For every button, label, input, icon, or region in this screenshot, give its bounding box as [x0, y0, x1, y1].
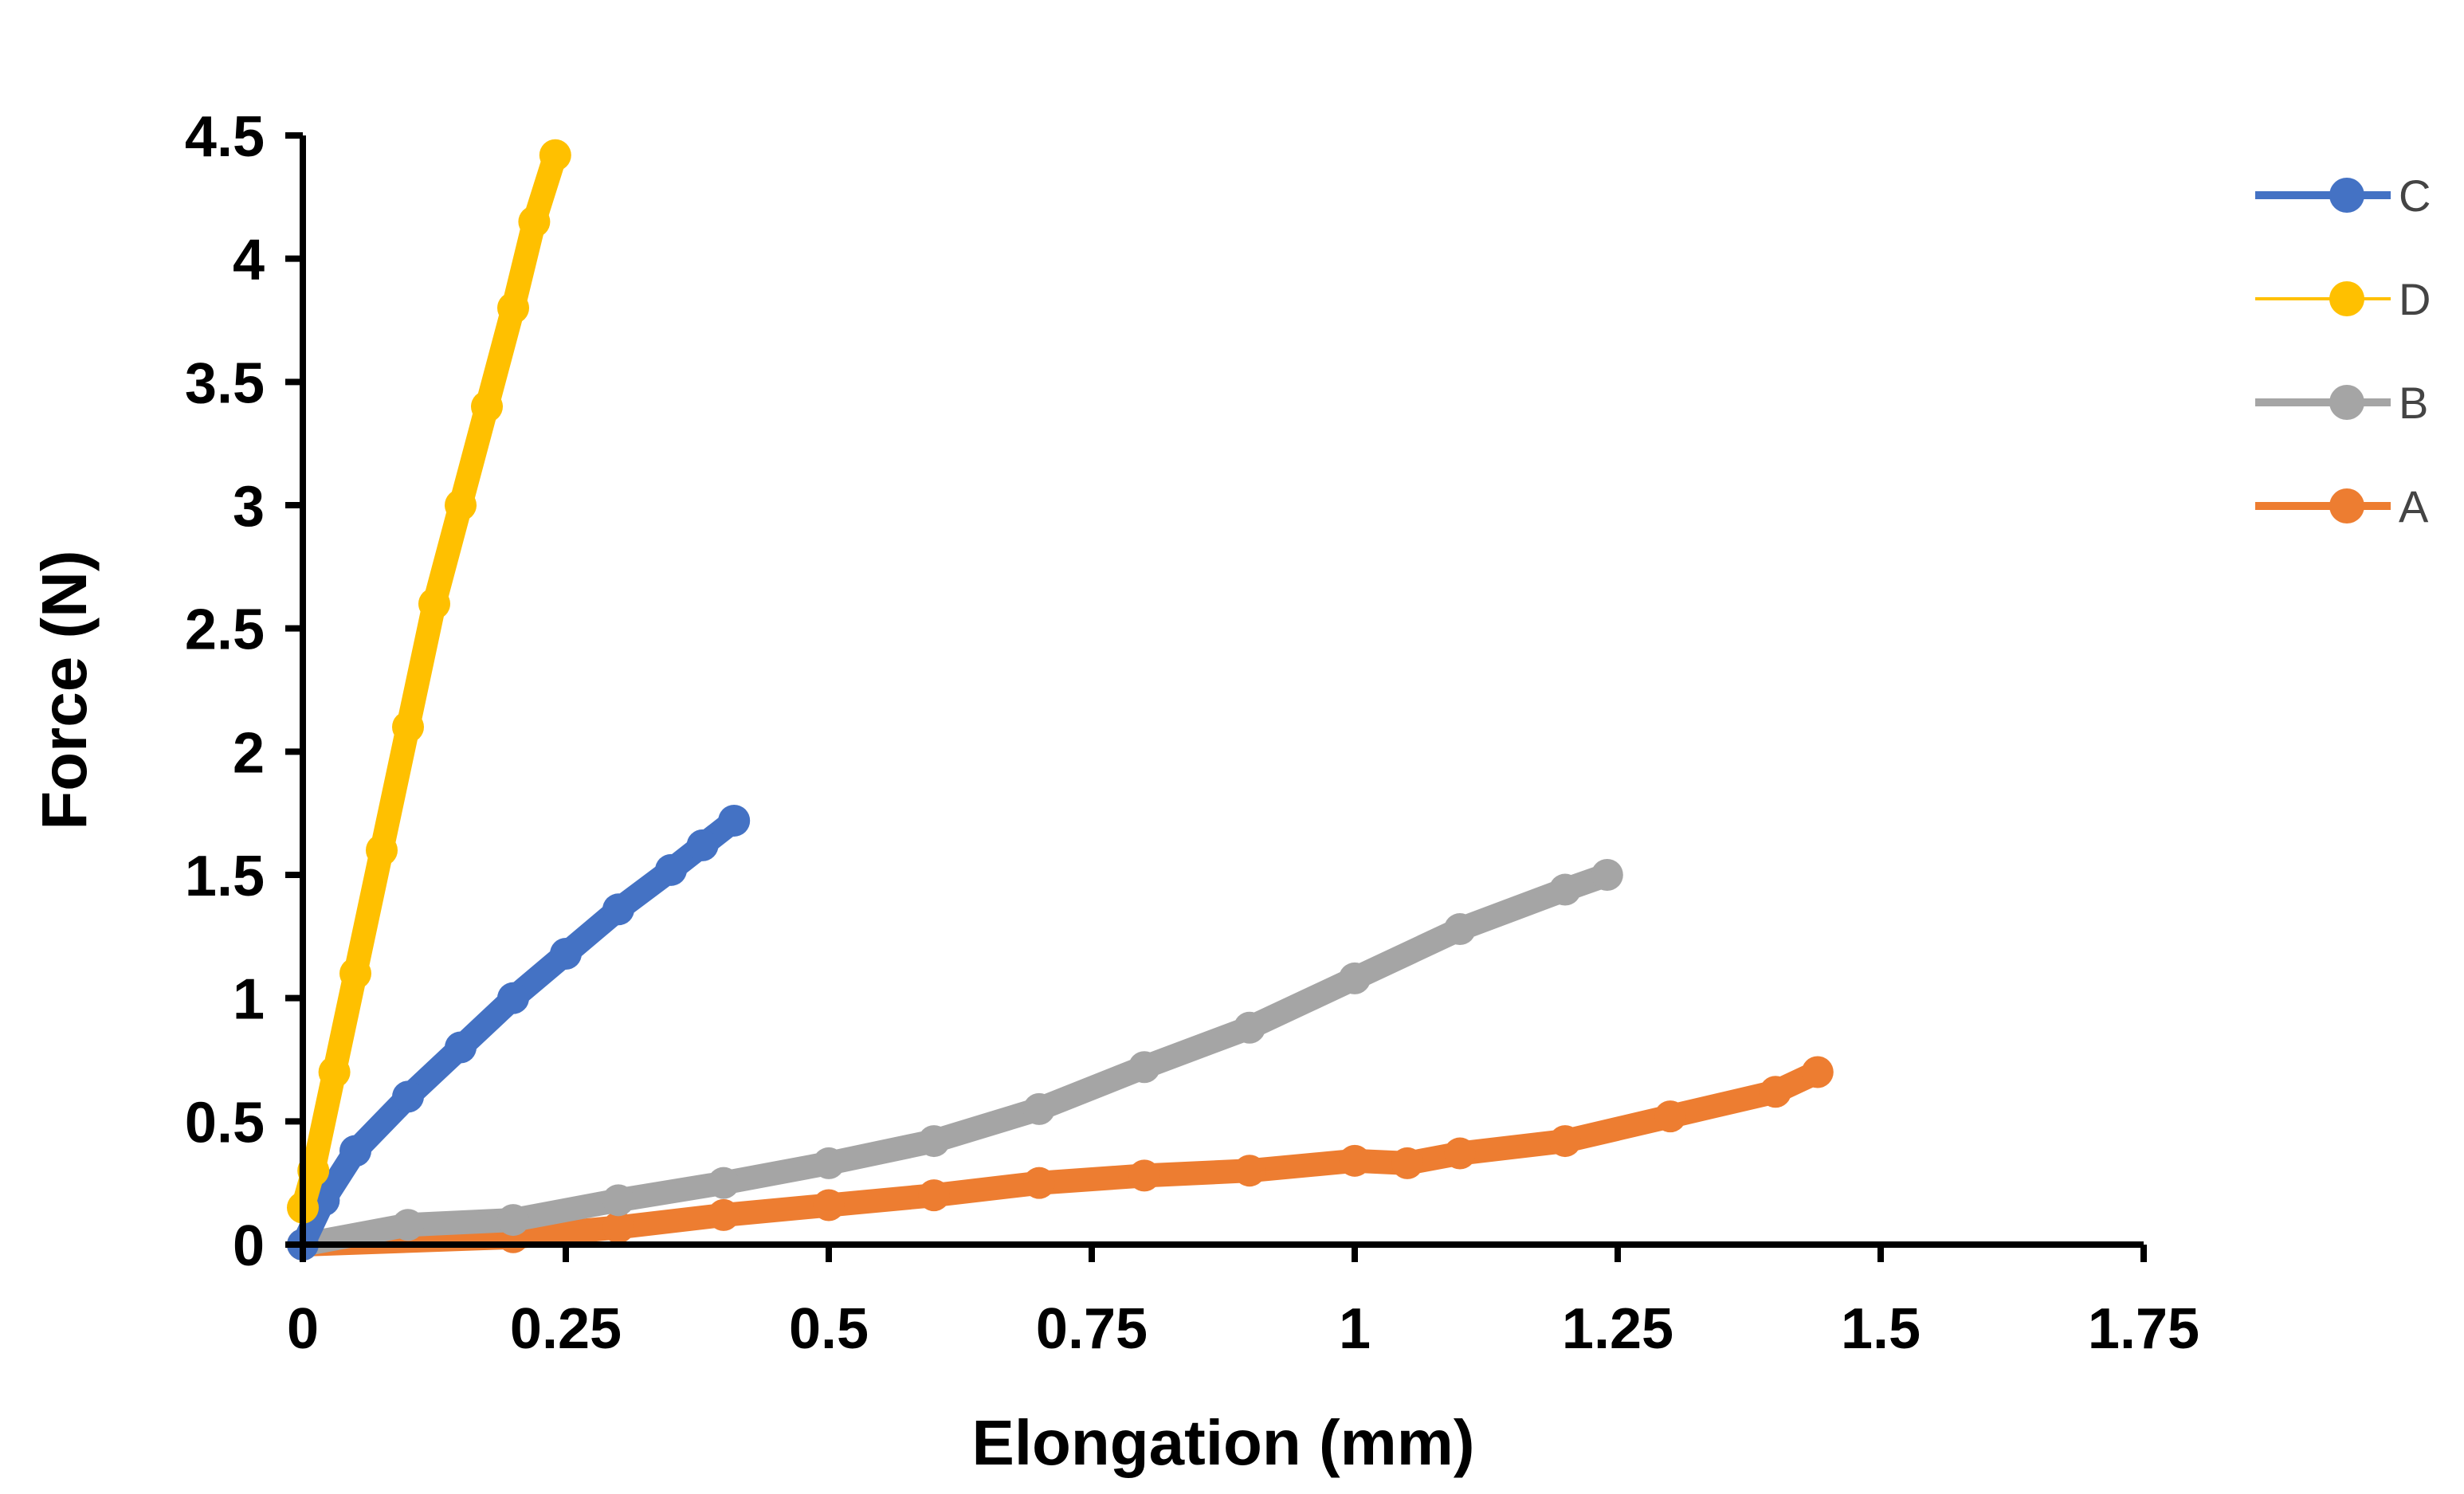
y-tick-label: 3	[233, 475, 265, 539]
data-point-b	[708, 1167, 740, 1199]
data-point-c	[550, 937, 582, 970]
data-point-b	[602, 1184, 634, 1217]
data-point-d	[339, 957, 371, 990]
legend-marker	[2329, 178, 2364, 213]
data-point-a	[708, 1198, 740, 1231]
data-point-a	[1023, 1167, 1055, 1199]
x-ticks: 0 0.25 0.5 0.75 1 1.25 1.5 1.75	[287, 1245, 2199, 1361]
data-point-a	[1128, 1159, 1160, 1192]
data-point-b	[1549, 873, 1581, 906]
data-point-d	[539, 139, 571, 171]
y-ticks: 0 0.5 1 1.5 2 2.5 3 3.5 4 4.5	[185, 105, 303, 1278]
data-point-b	[497, 1204, 529, 1237]
series-line-b	[291, 863, 1619, 1257]
x-axis-title: Elongation (mm)	[971, 1407, 1474, 1478]
y-tick-label: 0.5	[185, 1091, 265, 1155]
data-point-d	[366, 834, 398, 867]
data-point-c	[686, 829, 719, 861]
data-point-a	[1444, 1137, 1476, 1170]
y-tick-label: 4.5	[185, 105, 265, 169]
legend-label: B	[2399, 378, 2428, 428]
legend-marker	[2329, 385, 2364, 420]
legend-item-c[interactable]: C	[2255, 171, 2431, 221]
y-tick-label: 4	[233, 229, 265, 292]
y-tick-label: 3.5	[185, 351, 265, 415]
data-point-a	[813, 1189, 845, 1221]
data-point-a	[1391, 1147, 1423, 1179]
legend-label: C	[2399, 171, 2431, 221]
x-tick-label: 0.5	[789, 1297, 869, 1361]
data-point-a	[1549, 1125, 1581, 1158]
legend-item-b[interactable]: B	[2255, 378, 2428, 428]
data-point-c	[655, 853, 687, 886]
y-axis-title: Force (N)	[29, 550, 100, 829]
data-point-c	[497, 982, 529, 1014]
plot-series	[287, 139, 1834, 1261]
y-tick-label: 2.5	[185, 598, 265, 662]
data-point-c	[718, 804, 751, 837]
data-point-d	[445, 489, 477, 521]
data-point-c	[602, 893, 634, 926]
legend-marker	[2329, 281, 2364, 316]
legend-label: A	[2399, 481, 2429, 531]
axes: 0 0.25 0.5 0.75 1 1.25 1.5 1.75 0 0.5 1 1.5 2 2.5 3 3.…	[185, 105, 2199, 1361]
data-point-a	[1801, 1056, 1834, 1088]
legend-item-d[interactable]: D	[2255, 274, 2431, 324]
y-tick-label: 1	[233, 968, 265, 1032]
data-point-a	[918, 1179, 950, 1212]
y-tick-label: 1.5	[185, 845, 265, 908]
data-point-b	[1128, 1051, 1160, 1084]
x-tick-label: 1.75	[2088, 1297, 2199, 1361]
series-C	[287, 804, 751, 1261]
x-tick-label: 0	[287, 1297, 319, 1361]
x-tick-label: 0.25	[510, 1297, 622, 1361]
data-point-a	[1654, 1100, 1686, 1133]
data-point-b	[1234, 1011, 1265, 1044]
data-point-c	[392, 1080, 424, 1113]
data-point-d	[497, 292, 529, 324]
data-point-c	[339, 1135, 371, 1167]
series-line-a	[291, 1060, 1830, 1257]
data-point-d	[318, 1056, 351, 1088]
data-point-a	[1339, 1144, 1371, 1177]
legend-marker	[2329, 488, 2364, 523]
y-tick-label: 0	[233, 1214, 265, 1278]
data-point-c	[445, 1031, 477, 1064]
data-point-d	[471, 390, 503, 423]
data-point-b	[392, 1209, 424, 1241]
data-point-b	[1591, 859, 1623, 891]
y-tick-label: 2	[233, 721, 265, 785]
data-point-b	[1444, 913, 1476, 946]
legend[interactable]: C D B A	[2255, 171, 2431, 531]
data-point-a	[1234, 1155, 1265, 1187]
x-tick-label: 1	[1339, 1297, 1371, 1361]
data-point-b	[1023, 1092, 1055, 1125]
data-point-b	[1339, 962, 1371, 994]
data-point-d	[392, 711, 424, 743]
data-point-a	[1760, 1076, 1791, 1108]
data-point-b	[813, 1147, 845, 1179]
data-point-d	[418, 587, 450, 620]
x-tick-label: 1.25	[1562, 1297, 1673, 1361]
series-A	[287, 1056, 1834, 1261]
x-tick-label: 1.5	[1841, 1297, 1921, 1361]
legend-item-a[interactable]: A	[2255, 481, 2429, 531]
legend-label: D	[2399, 274, 2431, 324]
data-point-d	[518, 206, 551, 238]
data-point-a	[602, 1211, 634, 1244]
x-tick-label: 0.75	[1036, 1297, 1148, 1361]
data-point-b	[918, 1125, 950, 1158]
